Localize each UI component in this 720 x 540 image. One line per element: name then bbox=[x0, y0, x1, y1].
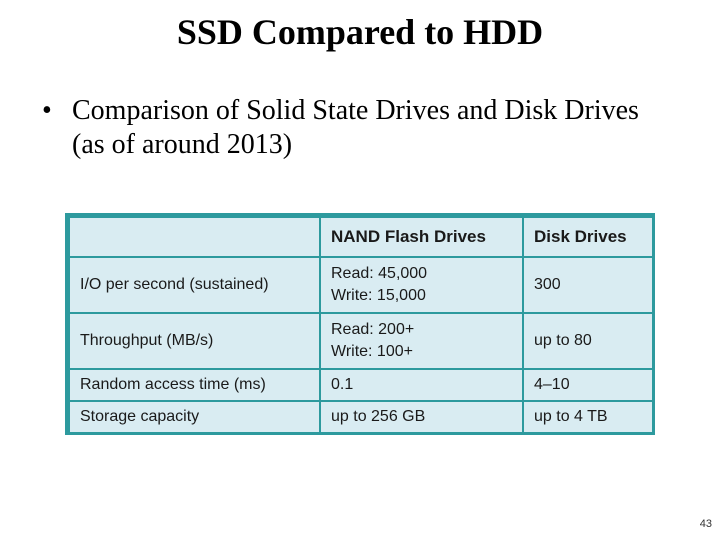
row-label: I/O per second (sustained) bbox=[68, 256, 321, 314]
bullet-text: Comparison of Solid State Drives and Dis… bbox=[72, 95, 639, 160]
row-label: Random access time (ms) bbox=[68, 368, 321, 402]
bullet-icon: • bbox=[42, 95, 52, 126]
flash-value: Read: 200+ Write: 100+ bbox=[319, 312, 524, 370]
flash-value: Read: 45,000 Write: 15,000 bbox=[319, 256, 524, 314]
table-header-row: NAND Flash Drives Disk Drives bbox=[68, 216, 654, 258]
flash-value: up to 256 GB bbox=[319, 400, 524, 434]
bullet-item: • Comparison of Solid State Drives and D… bbox=[42, 94, 662, 162]
header-cell-disk: Disk Drives bbox=[522, 216, 654, 258]
table-row: Random access time (ms) 0.1 4–10 bbox=[68, 368, 654, 402]
comparison-table-grid: NAND Flash Drives Disk Drives I/O per se… bbox=[68, 216, 654, 434]
table-row: Throughput (MB/s) Read: 200+ Write: 100+… bbox=[68, 312, 654, 370]
flash-value: 0.1 bbox=[319, 368, 524, 402]
row-label: Storage capacity bbox=[68, 400, 321, 434]
flash-write-value: Write: 15,000 bbox=[331, 287, 426, 304]
row-label: Throughput (MB/s) bbox=[68, 312, 321, 370]
flash-read-value: Read: 45,000 bbox=[331, 265, 428, 282]
disk-value: up to 4 TB bbox=[522, 400, 654, 434]
comparison-table: NAND Flash Drives Disk Drives I/O per se… bbox=[65, 213, 655, 435]
disk-value: up to 80 bbox=[522, 312, 654, 370]
table-row: I/O per second (sustained) Read: 45,000 … bbox=[68, 256, 654, 314]
disk-value: 4–10 bbox=[522, 368, 654, 402]
page-number: 43 bbox=[699, 518, 712, 530]
header-cell-flash: NAND Flash Drives bbox=[319, 216, 524, 258]
slide-title: SSD Compared to HDD bbox=[176, 12, 544, 52]
flash-write-value: Write: 100+ bbox=[331, 343, 413, 360]
header-cell-empty bbox=[68, 216, 321, 258]
disk-value: 300 bbox=[522, 256, 654, 314]
flash-read-value: Read: 200+ bbox=[331, 321, 415, 338]
table-row: Storage capacity up to 256 GB up to 4 TB bbox=[68, 400, 654, 434]
